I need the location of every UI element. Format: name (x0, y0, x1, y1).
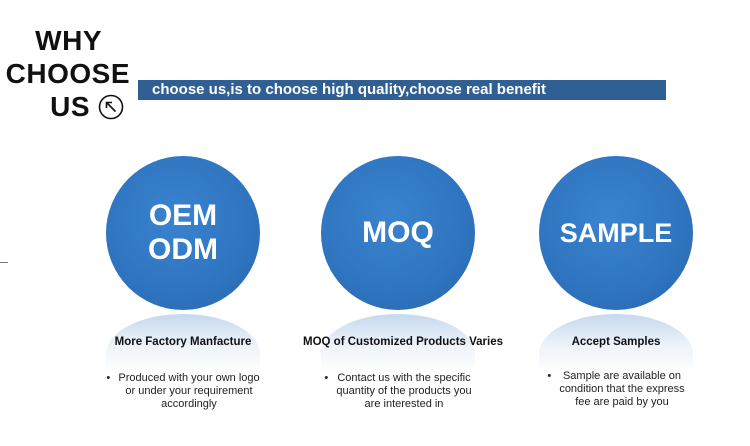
feature-card-moq: MOQ MOQ of Customized Products Varies • … (303, 156, 504, 436)
circle-reflection (321, 314, 475, 374)
card-title: MOQ of Customized Products Varies (303, 336, 504, 348)
circle-reflection (539, 314, 693, 374)
section-heading: WHY CHOOSE US (0, 24, 140, 123)
heading-line-us-row: US (0, 90, 124, 123)
tagline-banner: choose us,is to choose high quality,choo… (138, 80, 666, 100)
feature-card-oem-odm: OEM ODM More Factory Manfacture • Produc… (88, 156, 278, 436)
card-description: • Contact us with the specific quantity … (303, 372, 493, 411)
bullet-icon: • (547, 370, 552, 382)
heading-line-why: WHY (35, 25, 102, 56)
circle-label: SAMPLE (559, 218, 673, 248)
feature-circle: MOQ (321, 156, 475, 310)
card-title: More Factory Manfacture (114, 336, 252, 348)
heading-line-choose: CHOOSE (5, 58, 130, 89)
bullet-text: Sample are available on condition that t… (559, 370, 685, 408)
bullet-icon: • (324, 372, 329, 384)
heading-line-us: US (50, 91, 90, 122)
bullet-text: Produced with your own logo or under you… (118, 372, 260, 410)
circle-reflection (106, 314, 260, 374)
card-description: • Produced with your own logo or under y… (88, 372, 278, 411)
bullet-icon: • (106, 372, 111, 384)
feature-card-sample: SAMPLE Accept Samples • Sample are avail… (521, 156, 711, 436)
feature-circle: SAMPLE (539, 156, 693, 310)
circle-label: MOQ (362, 216, 434, 249)
card-description: • Sample are available on condition that… (521, 370, 711, 409)
card-title: Accept Samples (571, 336, 661, 348)
circle-label: OEM ODM (148, 199, 218, 266)
edge-divider (0, 262, 8, 263)
bullet-text: Contact us with the specific quantity of… (336, 372, 472, 410)
arrow-up-left-circle-icon (98, 94, 124, 120)
feature-circle: OEM ODM (106, 156, 260, 310)
